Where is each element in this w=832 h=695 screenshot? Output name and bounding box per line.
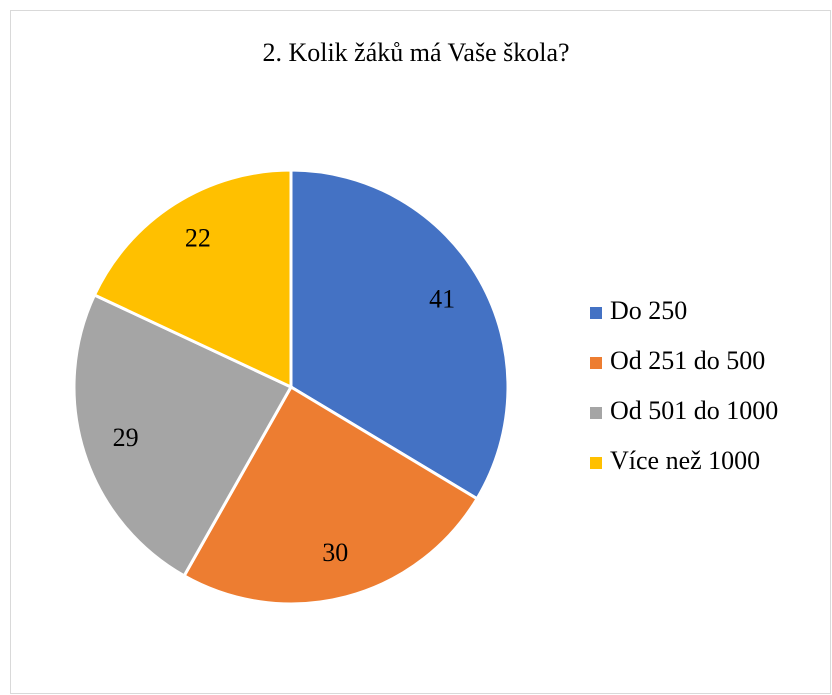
legend-label: Od 251 do 500 bbox=[610, 346, 765, 375]
chart-title: 2. Kolik žáků má Vaše škola? bbox=[262, 38, 569, 67]
data-label: 30 bbox=[322, 538, 348, 567]
data-label: 41 bbox=[429, 284, 455, 313]
data-label: 29 bbox=[113, 423, 139, 452]
pie-slice bbox=[72, 293, 294, 578]
legend-label: Více než 1000 bbox=[610, 446, 760, 475]
legend-swatch bbox=[590, 407, 602, 419]
legend-swatch bbox=[590, 457, 602, 469]
legend-label: Od 501 do 1000 bbox=[610, 396, 778, 425]
legend-swatch bbox=[590, 357, 602, 369]
legend-label: Do 250 bbox=[610, 296, 687, 325]
pie-slice bbox=[182, 384, 480, 606]
pie-slice bbox=[92, 168, 293, 390]
data-label: 22 bbox=[185, 223, 211, 252]
pie-slice bbox=[289, 168, 510, 501]
legend-swatch bbox=[590, 307, 602, 319]
